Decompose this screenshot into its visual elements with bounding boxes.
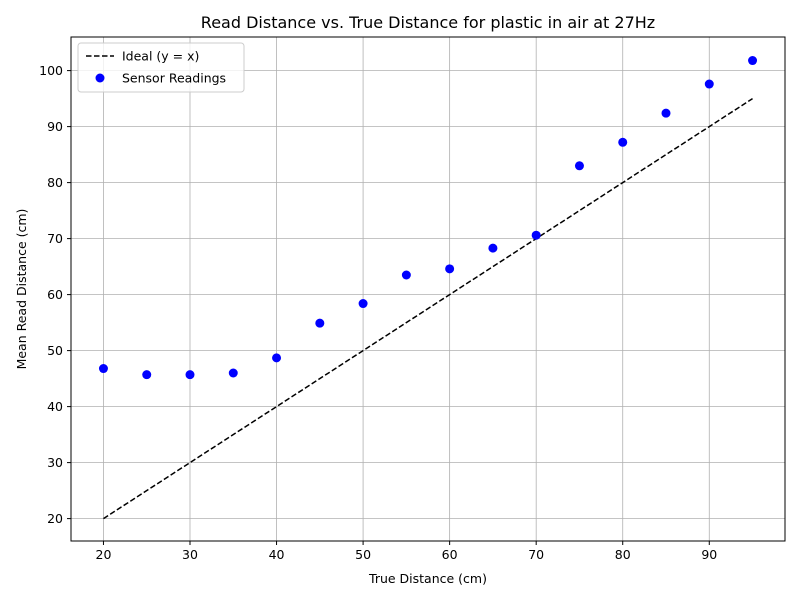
y-tick-label: 20 bbox=[47, 511, 63, 526]
plot-frame bbox=[70, 36, 786, 542]
y-tick-label: 100 bbox=[39, 63, 63, 78]
sensor-reading-point bbox=[358, 299, 368, 309]
sensor-reading-point bbox=[574, 161, 584, 171]
sensor-reading-point bbox=[704, 79, 714, 89]
sensor-reading-point bbox=[445, 264, 455, 274]
x-tick-label: 80 bbox=[615, 547, 631, 562]
y-tick-label: 70 bbox=[47, 231, 63, 246]
x-axis-label: True Distance (cm) bbox=[368, 571, 487, 586]
ideal-line bbox=[103, 97, 753, 520]
legend: Ideal (y = x) Sensor Readings bbox=[77, 42, 245, 93]
x-tick-label: 70 bbox=[528, 547, 544, 562]
legend-box bbox=[77, 42, 245, 93]
y-tick-label: 90 bbox=[47, 119, 63, 134]
sensor-reading-point bbox=[98, 364, 108, 374]
sensor-reading-point bbox=[272, 353, 282, 363]
legend-sensor-label: Sensor Readings bbox=[122, 71, 226, 86]
x-tick-label: 50 bbox=[355, 547, 371, 562]
grid bbox=[71, 37, 785, 541]
sensor-reading-point bbox=[401, 270, 411, 280]
y-axis-label: Mean Read Distance (cm) bbox=[14, 209, 29, 370]
sensor-reading-point bbox=[748, 56, 758, 66]
ticks: 20 30 40 50 60 70 80 90 20 30 40 50 60 70 80 90 100 bbox=[39, 63, 717, 562]
sensor-reading-point bbox=[228, 368, 238, 378]
y-tick-label: 80 bbox=[47, 175, 63, 190]
legend-ideal-label: Ideal (y = x) bbox=[122, 49, 199, 64]
y-tick-label: 60 bbox=[47, 287, 63, 302]
x-tick-label: 60 bbox=[442, 547, 458, 562]
x-tick-label: 40 bbox=[269, 547, 285, 562]
y-tick-label: 50 bbox=[47, 343, 63, 358]
chart-title: Read Distance vs. True Distance for plas… bbox=[201, 13, 655, 32]
legend-sensor-swatch bbox=[95, 73, 105, 83]
sensor-reading-point bbox=[618, 137, 628, 147]
x-tick-label: 20 bbox=[96, 547, 112, 562]
sensor-reading-point bbox=[315, 318, 325, 328]
sensor-reading-point bbox=[488, 243, 498, 253]
y-tick-label: 40 bbox=[47, 399, 63, 414]
sensor-reading-point bbox=[142, 370, 152, 380]
sensor-reading-point bbox=[661, 108, 671, 118]
y-tick-label: 30 bbox=[47, 455, 63, 470]
sensor-reading-point bbox=[185, 370, 195, 380]
series-layer bbox=[98, 56, 758, 520]
sensor-reading-point bbox=[531, 230, 541, 240]
x-tick-label: 30 bbox=[182, 547, 198, 562]
x-tick-label: 90 bbox=[701, 547, 717, 562]
